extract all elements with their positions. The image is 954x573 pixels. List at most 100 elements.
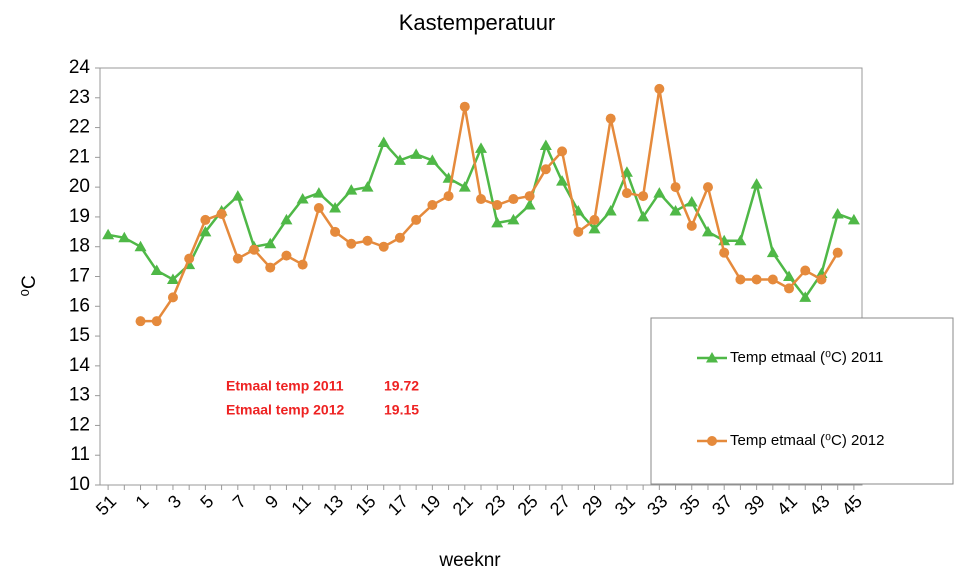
marker — [670, 182, 681, 193]
x-tick-label: 15 — [351, 491, 379, 519]
marker — [831, 207, 844, 219]
marker — [800, 265, 811, 276]
legend-label: Temp etmaal (⁰C) 2011 — [730, 349, 883, 366]
x-tick-label: 31 — [611, 491, 639, 519]
marker — [313, 202, 324, 213]
marker — [458, 181, 471, 192]
y-tick-label: 15 — [69, 325, 90, 346]
marker — [151, 316, 162, 327]
marker — [426, 154, 439, 165]
marker — [102, 228, 115, 240]
marker — [167, 292, 178, 303]
marker — [540, 164, 551, 175]
marker — [751, 274, 762, 285]
x-tick-label: 3 — [164, 491, 185, 512]
marker — [654, 83, 665, 94]
marker — [330, 226, 341, 237]
marker — [816, 274, 827, 285]
marker — [492, 200, 503, 211]
marker — [589, 214, 600, 225]
x-tick-label: 25 — [514, 491, 542, 519]
marker — [735, 274, 746, 285]
y-tick-label: 16 — [69, 295, 90, 316]
y-tick-label: 10 — [69, 474, 90, 495]
annotation-value: 19.72 — [384, 378, 419, 394]
marker — [280, 213, 293, 225]
marker — [427, 200, 438, 211]
x-tick-label: 1 — [131, 491, 152, 512]
marker — [653, 187, 666, 198]
marker — [508, 194, 519, 205]
series — [135, 83, 843, 327]
marker — [265, 262, 276, 273]
marker — [784, 283, 795, 294]
marker — [847, 213, 860, 225]
line — [140, 88, 839, 323]
x-tick-label: 9 — [261, 491, 282, 512]
annotation-label: Etmaal temp 2012 — [226, 402, 344, 418]
marker — [361, 181, 374, 192]
marker — [476, 194, 486, 205]
y-tick-label: 11 — [70, 444, 90, 465]
marker — [459, 101, 470, 112]
chart-title: Kastemperatuur — [399, 10, 556, 35]
x-tick-label: 33 — [643, 491, 671, 519]
x-tick-label: 23 — [481, 491, 509, 519]
marker — [767, 274, 778, 285]
legend-marker — [706, 352, 718, 363]
marker — [719, 247, 730, 258]
x-tick-label: 5 — [196, 491, 217, 512]
marker — [701, 225, 714, 237]
marker — [329, 201, 342, 213]
marker — [799, 291, 812, 302]
marker — [232, 253, 243, 264]
marker — [377, 136, 390, 147]
y-tick-label: 12 — [69, 414, 90, 435]
marker — [393, 154, 406, 165]
marker — [166, 273, 179, 284]
marker — [475, 142, 487, 153]
legend-label: Temp etmaal (⁰C) 2012 — [730, 432, 884, 449]
x-tick-label: 37 — [708, 491, 736, 519]
x-tick-label: 17 — [384, 491, 412, 519]
y-tick-label: 21 — [69, 146, 90, 167]
marker — [312, 187, 325, 198]
marker — [637, 210, 650, 222]
marker — [588, 222, 601, 234]
y-tick-label: 18 — [69, 236, 90, 257]
x-axis-label: weeknr — [438, 550, 501, 571]
x-tick-label: 13 — [319, 491, 347, 519]
marker — [362, 235, 373, 246]
marker — [669, 204, 682, 216]
x-tick-label: 29 — [578, 491, 606, 519]
y-tick-label: 20 — [69, 176, 90, 197]
marker — [297, 259, 308, 270]
legend-box — [650, 317, 954, 485]
marker — [524, 191, 535, 202]
x-tick-label: 21 — [449, 491, 477, 519]
y-tick-label: 23 — [69, 87, 90, 108]
marker — [199, 225, 212, 237]
marker — [702, 182, 713, 193]
x-tick-label: 43 — [805, 491, 833, 519]
x-tick-label: 11 — [287, 491, 314, 518]
marker — [200, 214, 211, 225]
marker — [783, 270, 796, 281]
marker — [134, 240, 147, 252]
marker — [150, 264, 163, 276]
marker — [685, 196, 698, 207]
annotation-value: 19.15 — [384, 402, 419, 418]
marker — [264, 237, 277, 249]
marker — [296, 193, 309, 204]
marker — [539, 139, 552, 150]
marker — [621, 188, 632, 199]
legend: Temp etmaal (⁰C) 2011 Temp etmaal (⁰C) 20… — [650, 317, 954, 485]
marker — [604, 204, 617, 216]
y-tick-label: 22 — [69, 117, 90, 138]
marker — [184, 253, 195, 264]
x-tick-label: 51 — [92, 491, 120, 519]
marker — [231, 190, 244, 201]
marker — [491, 216, 504, 228]
y-tick-label: 17 — [69, 266, 90, 287]
